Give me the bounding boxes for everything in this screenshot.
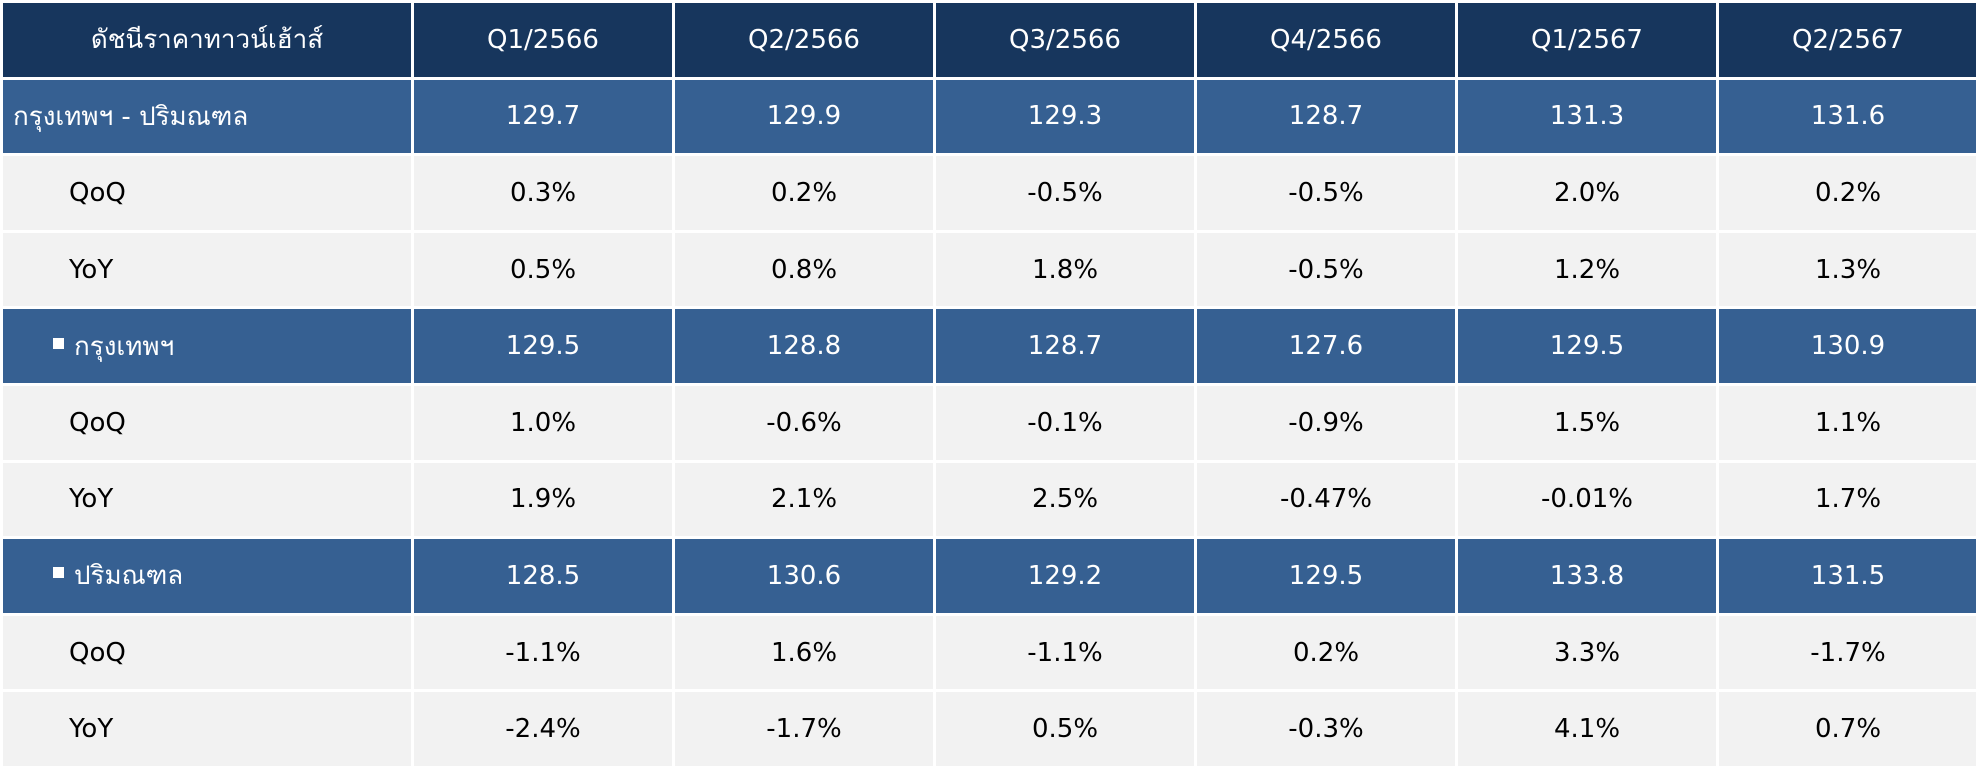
change-value-cell: 2.1% <box>675 462 933 537</box>
group-label: กรุงเทพฯ <box>3 309 411 383</box>
change-label: QoQ <box>3 156 411 230</box>
change-value-cell: 0.2% <box>675 156 933 230</box>
group-label-text: กรุงเทพฯ <box>74 331 175 362</box>
group-row: กรุงเทพฯ - ปริมณฑล 129.7 129.9 129.3 128.7 13… <box>3 79 1976 154</box>
group-row: กรุงเทพฯ 129.5 128.8 128.7 127.6 129.5 130.9 <box>3 309 1976 383</box>
change-value-cell: -0.5% <box>1197 232 1455 307</box>
change-value-cell: 0.8% <box>675 232 933 307</box>
change-label: QoQ <box>3 385 411 460</box>
change-value-cell: 0.2% <box>1197 615 1455 690</box>
change-value-cell: -0.1% <box>936 385 1194 460</box>
index-value-cell: 130.9 <box>1719 309 1976 383</box>
change-value-cell: -2.4% <box>414 692 672 766</box>
change-value-cell: -0.9% <box>1197 385 1455 460</box>
index-value-cell: 130.6 <box>675 539 933 613</box>
change-row-qoq: QoQ 1.0% -0.6% -0.1% -0.9% 1.5% 1.1% <box>3 385 1976 460</box>
index-value-cell: 131.5 <box>1719 539 1976 613</box>
group-label-text: กรุงเทพฯ - ปริมณฑล <box>13 101 249 132</box>
change-value-cell: 0.2% <box>1719 156 1976 230</box>
change-value-cell: 4.1% <box>1458 692 1716 766</box>
change-value-cell: 1.1% <box>1719 385 1976 460</box>
period-header-Q1-2567: Q1/2567 <box>1458 3 1716 77</box>
change-row-yoy: YoY -2.4% -1.7% 0.5% -0.3% 4.1% 0.7% <box>3 692 1976 766</box>
period-header-Q4-2566: Q4/2566 <box>1197 3 1455 77</box>
change-value-cell: -0.47% <box>1197 462 1455 537</box>
index-value-cell: 129.7 <box>414 79 672 154</box>
change-value-cell: -1.1% <box>936 615 1194 690</box>
change-value-cell: 1.8% <box>936 232 1194 307</box>
change-row-yoy: YoY 1.9% 2.1% 2.5% -0.47% -0.01% 1.7% <box>3 462 1976 537</box>
index-value-cell: 129.5 <box>1458 309 1716 383</box>
group-label: ปริมณฑล <box>3 539 411 613</box>
period-header-Q3-2566: Q3/2566 <box>936 3 1194 77</box>
table-body: ดัชนีราคาทาวน์เฮ้าส์ Q1/2566 Q2/2566 Q3/256… <box>3 3 1976 766</box>
change-value-cell: 0.3% <box>414 156 672 230</box>
change-value-cell: 1.6% <box>675 615 933 690</box>
index-value-cell: 127.6 <box>1197 309 1455 383</box>
change-value-cell: -0.3% <box>1197 692 1455 766</box>
change-value-cell: -0.5% <box>936 156 1194 230</box>
change-value-cell: 1.9% <box>414 462 672 537</box>
change-value-cell: -0.01% <box>1458 462 1716 537</box>
change-value-cell: 2.0% <box>1458 156 1716 230</box>
change-value-cell: -0.5% <box>1197 156 1455 230</box>
change-value-cell: 2.5% <box>936 462 1194 537</box>
index-value-cell: 129.5 <box>414 309 672 383</box>
change-value-cell: 0.7% <box>1719 692 1976 766</box>
index-value-cell: 133.8 <box>1458 539 1716 613</box>
index-value-cell: 129.3 <box>936 79 1194 154</box>
change-value-cell: -0.6% <box>675 385 933 460</box>
change-label: QoQ <box>3 615 411 690</box>
change-value-cell: 0.5% <box>936 692 1194 766</box>
index-value-cell: 128.8 <box>675 309 933 383</box>
change-value-cell: 1.2% <box>1458 232 1716 307</box>
change-row-qoq: QoQ -1.1% 1.6% -1.1% 0.2% 3.3% -1.7% <box>3 615 1976 690</box>
period-header-Q2-2566: Q2/2566 <box>675 3 933 77</box>
index-value-cell: 129.9 <box>675 79 933 154</box>
group-label: กรุงเทพฯ - ปริมณฑล <box>3 79 411 154</box>
square-bullet-icon <box>53 567 64 579</box>
change-value-cell: 1.3% <box>1719 232 1976 307</box>
period-header-Q1-2566: Q1/2566 <box>414 3 672 77</box>
group-row: ปริมณฑล 128.5 130.6 129.2 129.5 133.8 131.5 <box>3 539 1976 613</box>
group-label-text: ปริมณฑล <box>74 561 184 592</box>
change-value-cell: 1.0% <box>414 385 672 460</box>
index-value-cell: 128.7 <box>1197 79 1455 154</box>
change-label: YoY <box>3 462 411 537</box>
change-label: YoY <box>3 692 411 766</box>
index-value-cell: 131.3 <box>1458 79 1716 154</box>
index-value-cell: 129.2 <box>936 539 1194 613</box>
change-value-cell: -1.7% <box>675 692 933 766</box>
change-value-cell: 0.5% <box>414 232 672 307</box>
change-value-cell: -1.1% <box>414 615 672 690</box>
index-value-cell: 129.5 <box>1197 539 1455 613</box>
change-value-cell: -1.7% <box>1719 615 1976 690</box>
index-title-header: ดัชนีราคาทาวน์เฮ้าส์ <box>3 3 411 77</box>
change-row-yoy: YoY 0.5% 0.8% 1.8% -0.5% 1.2% 1.3% <box>3 232 1976 307</box>
index-value-cell: 131.6 <box>1719 79 1976 154</box>
index-value-cell: 128.7 <box>936 309 1194 383</box>
change-value-cell: 1.5% <box>1458 385 1716 460</box>
period-header-Q2-2567: Q2/2567 <box>1719 3 1976 77</box>
change-value-cell: 3.3% <box>1458 615 1716 690</box>
square-bullet-icon <box>53 337 64 349</box>
change-value-cell: 1.7% <box>1719 462 1976 537</box>
header-row: ดัชนีราคาทาวน์เฮ้าส์ Q1/2566 Q2/2566 Q3/256… <box>3 3 1976 77</box>
change-label: YoY <box>3 232 411 307</box>
index-value-cell: 128.5 <box>414 539 672 613</box>
change-row-qoq: QoQ 0.3% 0.2% -0.5% -0.5% 2.0% 0.2% <box>3 156 1976 230</box>
